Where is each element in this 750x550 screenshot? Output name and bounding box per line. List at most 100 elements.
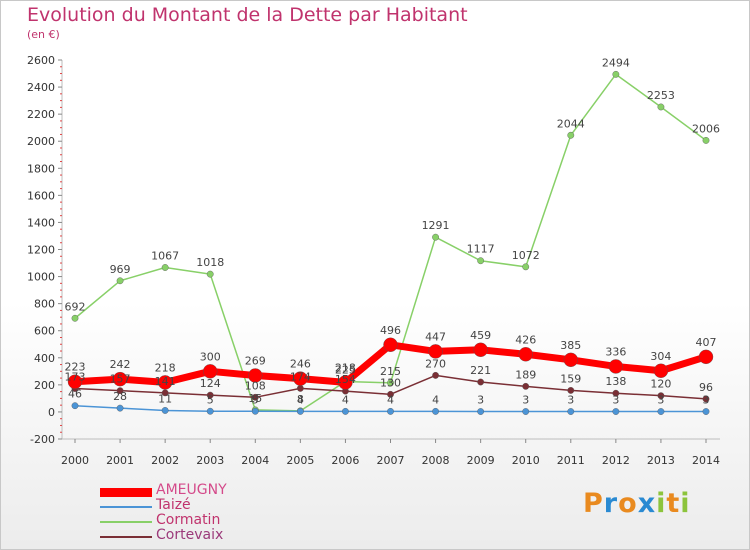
data-point-cormatin [522, 263, 530, 271]
legend-label: Taizé [156, 497, 191, 513]
data-label-taiz-: 4 [342, 393, 349, 406]
data-point-cortevaix [477, 378, 485, 386]
logo-letter: i [680, 488, 691, 519]
y-tick-label: -200 [30, 433, 55, 446]
data-label-cormatin: 969 [110, 263, 131, 276]
x-tick-label: 2012 [602, 454, 630, 467]
data-label-cormatin: 15 [248, 392, 262, 405]
data-label-cortevaix: 221 [470, 364, 491, 377]
data-point-ameugny [112, 371, 128, 387]
data-label-ameugny: 426 [515, 333, 536, 346]
legend-swatch [100, 506, 152, 508]
data-label-cortevaix: 141 [155, 375, 176, 388]
data-label-cormatin: 1291 [422, 219, 450, 232]
y-tick-label: 2600 [27, 54, 55, 67]
data-point-cormatin [116, 277, 124, 285]
data-point-ameugny [67, 374, 83, 389]
chart-title: Evolution du Montant de la Dette par Hab… [27, 4, 468, 26]
data-label-cortevaix: 154 [335, 373, 356, 386]
data-point-taiz- [161, 407, 169, 414]
data-point-cormatin [702, 137, 710, 144]
logo-letter: o [618, 488, 638, 519]
data-point-cormatin [657, 103, 665, 111]
y-tick-label: 400 [34, 352, 55, 365]
x-tick-label: 2003 [196, 454, 224, 467]
data-label-cortevaix: 270 [425, 357, 446, 370]
data-label-cormatin: 1067 [151, 250, 179, 263]
data-label-cormatin: 2044 [557, 117, 585, 130]
y-tick-label: 2000 [27, 135, 55, 148]
data-point-cortevaix [116, 387, 124, 395]
chart-subtitle: (en €) [27, 28, 60, 41]
data-point-taiz- [251, 407, 259, 415]
x-tick-label: 2002 [151, 454, 179, 467]
series-line-cormatin [74, 73, 707, 412]
logo-letter: i [656, 488, 667, 519]
data-label-ameugny: 300 [200, 350, 221, 363]
x-tick-label: 2005 [286, 454, 314, 467]
x-tick-label: 2004 [241, 454, 269, 467]
y-tick-label: 0 [48, 406, 55, 419]
data-label-ameugny: 496 [380, 324, 401, 337]
x-tick-label: 2001 [106, 454, 134, 467]
data-label-cormatin: 1117 [467, 243, 495, 256]
data-label-taiz-: 28 [113, 390, 127, 403]
data-point-cortevaix [296, 384, 304, 392]
data-label-ameugny: 218 [335, 361, 356, 374]
data-point-cortevaix [161, 389, 169, 397]
legend-swatch [100, 487, 152, 497]
x-tick-label: 2007 [377, 454, 405, 467]
data-point-cortevaix [432, 371, 439, 379]
y-tick-label: 1600 [27, 189, 55, 202]
data-point-ameugny [338, 375, 353, 390]
logo-letter: r [603, 488, 619, 519]
data-point-ameugny [653, 363, 669, 378]
data-label-ameugny: 218 [155, 361, 176, 374]
y-tick-label: 1200 [27, 244, 55, 257]
data-point-ameugny [203, 364, 218, 379]
y-tick-label: 2400 [27, 81, 55, 94]
legend-swatch [100, 536, 152, 538]
data-point-taiz- [432, 407, 439, 415]
data-point-cormatin [206, 270, 214, 278]
data-point-cormatin [387, 379, 394, 387]
data-point-taiz- [612, 408, 620, 415]
data-label-taiz-: 4 [387, 393, 394, 406]
x-tick-label: 2006 [331, 454, 359, 467]
x-tick-label: 2014 [692, 454, 720, 467]
data-label-cormatin: 1072 [512, 249, 540, 262]
data-label-cormatin: 215 [380, 365, 401, 378]
data-label-cortevaix: 124 [200, 377, 221, 390]
data-label-cortevaix: 174 [290, 370, 311, 383]
data-point-taiz- [296, 407, 304, 415]
y-tick-label: 1000 [27, 271, 55, 284]
logo-letter: t [666, 488, 681, 519]
data-label-cortevaix: 138 [605, 375, 626, 388]
data-point-cormatin [477, 257, 485, 265]
data-label-cormatin: 1018 [196, 256, 224, 269]
data-label-cortevaix: 130 [380, 376, 401, 389]
data-point-taiz- [342, 407, 349, 415]
y-tick-label: 1800 [27, 162, 55, 175]
data-label-taiz-: 5 [207, 393, 214, 406]
data-point-ameugny [248, 368, 263, 383]
data-point-ameugny [518, 347, 533, 362]
data-point-cortevaix [702, 395, 710, 403]
data-label-taiz-: 3 [522, 394, 529, 407]
x-tick-label: 2010 [512, 454, 540, 467]
y-tick-label: 200 [34, 379, 55, 392]
logo-letter: P [583, 488, 604, 519]
legend-label: Cormatin [156, 512, 221, 528]
data-label-taiz-: 3 [703, 394, 710, 407]
data-label-ameugny: 407 [696, 336, 717, 349]
data-point-ameugny [473, 342, 488, 357]
data-point-ameugny [383, 337, 398, 352]
data-label-taiz-: 3 [612, 394, 619, 407]
legend-label: Cortevaix [156, 527, 224, 543]
legend-label: AMEUGNY [156, 482, 227, 498]
data-label-ameugny: 223 [65, 361, 86, 374]
data-point-taiz- [71, 402, 79, 410]
data-label-ameugny: 459 [470, 329, 491, 342]
